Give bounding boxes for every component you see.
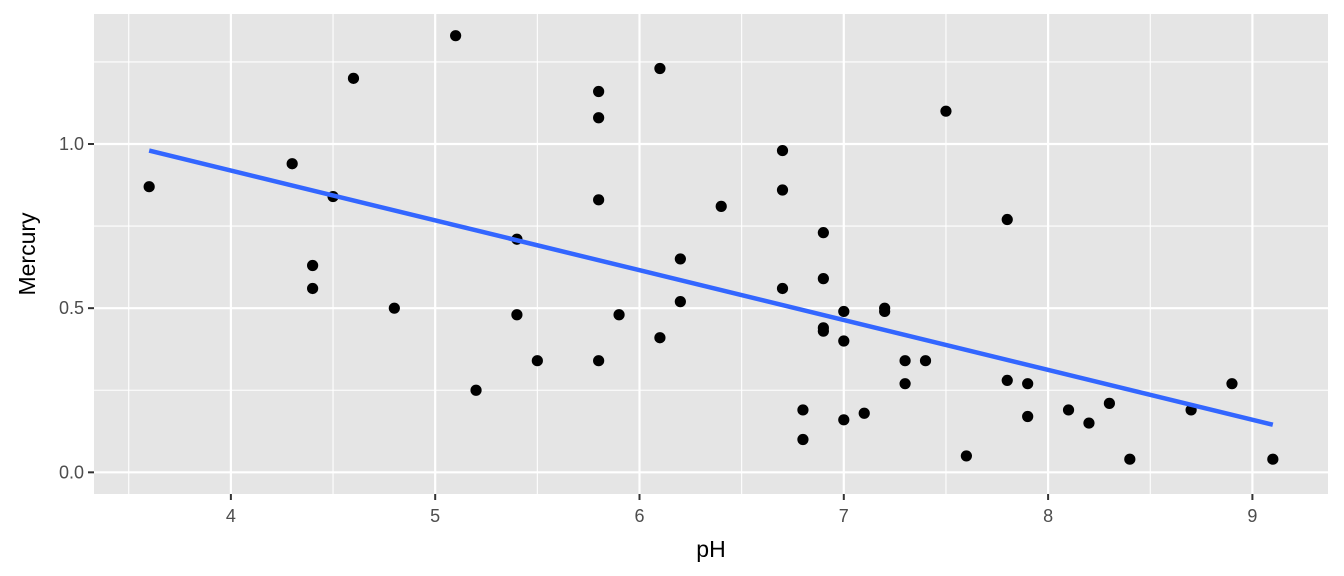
data-point xyxy=(797,433,809,446)
data-point xyxy=(470,384,482,396)
data-point xyxy=(838,335,850,347)
data-point xyxy=(899,355,911,367)
data-point xyxy=(817,325,829,337)
x-tick-label: 9 xyxy=(1247,506,1257,526)
data-point xyxy=(776,282,789,295)
data-point xyxy=(531,355,543,367)
data-point xyxy=(143,181,155,193)
y-tick-label: 0.0 xyxy=(59,462,84,482)
data-point xyxy=(1022,410,1034,423)
data-point xyxy=(1083,417,1095,429)
y-axis-ticks: 0.0 0.5 1.0 xyxy=(59,134,94,482)
data-point xyxy=(960,450,972,462)
data-point xyxy=(817,227,829,239)
x-axis-title: pH xyxy=(696,536,725,562)
data-points xyxy=(143,30,1279,465)
data-point xyxy=(1022,378,1034,390)
data-point xyxy=(674,296,686,308)
y-axis-title: Mercury xyxy=(14,212,40,296)
major-gridlines xyxy=(94,14,1328,494)
data-point xyxy=(817,273,829,285)
x-tick-label: 7 xyxy=(839,506,849,526)
data-point xyxy=(858,407,870,419)
data-point xyxy=(838,414,850,426)
y-tick-label: 0.5 xyxy=(59,298,84,318)
data-point xyxy=(879,305,891,318)
data-point xyxy=(307,259,319,272)
data-point xyxy=(511,309,523,321)
data-point xyxy=(674,253,686,265)
data-point xyxy=(940,105,952,117)
x-tick-label: 4 xyxy=(226,506,236,526)
data-point xyxy=(1001,213,1013,226)
data-point xyxy=(593,194,605,206)
data-point xyxy=(1226,378,1238,390)
data-point xyxy=(1062,404,1075,416)
data-point xyxy=(715,200,727,212)
data-point xyxy=(1001,374,1013,387)
data-point xyxy=(450,30,462,42)
x-axis-ticks: 4 5 6 7 8 9 xyxy=(226,494,1257,526)
data-point xyxy=(919,355,932,367)
minor-gridlines xyxy=(94,14,1328,494)
plot-panel xyxy=(94,14,1328,494)
x-tick-label: 6 xyxy=(634,506,644,526)
data-point xyxy=(593,85,605,98)
data-point xyxy=(776,184,789,196)
data-point xyxy=(797,404,809,416)
data-point xyxy=(388,302,400,314)
x-tick-label: 8 xyxy=(1043,506,1053,526)
data-point xyxy=(593,355,605,367)
data-point xyxy=(1103,397,1115,409)
data-point xyxy=(286,158,298,170)
data-point xyxy=(1124,453,1136,465)
data-point xyxy=(899,378,911,390)
data-point xyxy=(613,309,625,321)
regression-line xyxy=(148,148,1274,427)
data-point xyxy=(654,332,666,344)
data-point xyxy=(347,72,360,84)
data-point xyxy=(776,144,789,157)
y-tick-label: 1.0 xyxy=(59,134,84,154)
data-point xyxy=(307,282,319,295)
data-point xyxy=(654,62,666,75)
data-point xyxy=(593,112,605,124)
x-tick-label: 5 xyxy=(430,506,440,526)
data-point xyxy=(838,305,850,318)
data-point xyxy=(1267,453,1279,465)
